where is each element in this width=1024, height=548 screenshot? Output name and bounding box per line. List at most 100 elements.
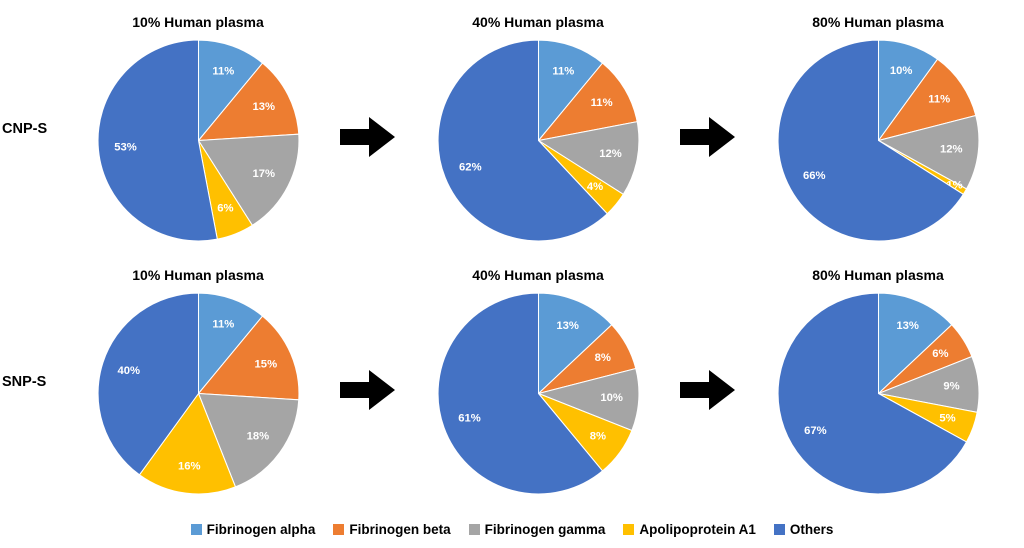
chart-legend: Fibrinogen alpha Fibrinogen beta Fibrinoge…	[0, 510, 1024, 548]
chart-title: 10% Human plasma	[132, 267, 264, 283]
legend-item-others: Others	[773, 521, 834, 537]
arrow	[332, 369, 404, 411]
legend-item-fibrinogen-alpha: Fibrinogen alpha	[190, 521, 316, 537]
pie-slice-fibrinogen-alpha	[197, 39, 263, 142]
pie-slice-label: 10%	[600, 392, 623, 404]
pie-slice-fibrinogen-gamma	[197, 392, 299, 488]
pie-slice-fibrinogen-beta	[196, 62, 299, 142]
pie-slice-label: 15%	[254, 358, 277, 370]
legend-swatch	[190, 523, 202, 535]
pie-slice-label: 12%	[939, 144, 962, 156]
pie-chart-cell: 80% Human plasma 10% 11% 12% 1% 66%	[744, 14, 1012, 243]
chart-title: 80% Human plasma	[812, 267, 944, 283]
arrow-shape	[340, 116, 395, 157]
pie-chart-cell: 80% Human plasma 13% 6% 9% 5% 67%	[744, 267, 1012, 496]
chart-title: 10% Human plasma	[132, 14, 264, 30]
pie-chart-cell: 40% Human plasma 11% 11% 12% 4% 62%	[404, 14, 672, 243]
pie-slice-label: 11%	[212, 319, 234, 331]
legend-swatch	[333, 523, 345, 535]
chart-row-cnp-s: CNP-S 10% Human plasma 11% 13% 17% 6% 53% 40% H…	[0, 2, 1024, 255]
pie-slice-label: 67%	[804, 425, 827, 437]
arrow	[672, 116, 744, 158]
pie-slice-fibrinogen-alpha	[537, 292, 612, 395]
arrow-right-icon	[340, 116, 395, 157]
arrow-right-icon	[340, 369, 395, 410]
legend-label: Others	[789, 521, 834, 537]
legend-swatch	[623, 523, 635, 535]
pie-chart-cell: 10% Human plasma 11% 13% 17% 6% 53%	[64, 14, 332, 243]
pie-slice-others	[437, 292, 603, 495]
chart-title: 40% Human plasma	[472, 267, 604, 283]
pie-slice-label: 13%	[252, 101, 275, 113]
pie-slice-label: 6%	[217, 203, 233, 215]
pie-chart-cell: 10% Human plasma 11% 15% 18% 16% 40%	[64, 267, 332, 496]
legend-swatch	[468, 523, 480, 535]
pie-slice-label: 11%	[212, 66, 234, 78]
arrow-shape	[680, 116, 735, 157]
pie: 13% 8% 10% 8% 61%	[437, 292, 639, 495]
row-label: CNP-S	[2, 120, 48, 137]
pie-slice-label: 62%	[459, 161, 482, 173]
pie-slice-fibrinogen-beta	[196, 315, 299, 401]
pie-slice-fibrinogen-gamma	[536, 121, 639, 196]
pie-slice-label: 13%	[896, 320, 919, 332]
pie-slice-others	[97, 292, 199, 476]
pie-slice-label: 40%	[117, 365, 140, 377]
pie-slice-fibrinogen-beta	[536, 62, 638, 142]
pie-slice-fibrinogen-gamma	[197, 133, 299, 227]
legend-item-fibrinogen-beta: Fibrinogen beta	[333, 521, 451, 537]
chart-title: 80% Human plasma	[812, 14, 944, 30]
arrow-shape	[340, 369, 395, 410]
pie: 13% 6% 9% 5% 67%	[777, 292, 979, 495]
legend-item-apolipoprotein-a1: Apolipoprotein A1	[623, 522, 756, 537]
arrow-right-icon	[680, 116, 735, 157]
pie-slice-apolipoprotein-a1	[138, 392, 236, 495]
pie-slice-label: 6%	[932, 348, 948, 360]
pie-slice-label: 66%	[802, 170, 825, 182]
pie-slice-label: 9%	[943, 381, 959, 393]
pie-slice-label: 13%	[556, 320, 579, 332]
pie-slice-fibrinogen-gamma	[876, 114, 979, 190]
pie-slice-label: 53%	[114, 141, 137, 153]
pie-chart-cell: 40% Human plasma 13% 8% 10% 8% 61%	[404, 267, 672, 496]
pie-slice-label: 5%	[939, 412, 955, 424]
pie: 11% 11% 12% 4% 62%	[437, 39, 639, 242]
pie: 11% 15% 18% 16% 40%	[97, 292, 299, 495]
pie-slice-label: 18%	[246, 431, 269, 443]
pie-slice-fibrinogen-beta	[876, 58, 976, 142]
pie-slice-label: 8%	[594, 352, 610, 364]
pie: 11% 13% 17% 6% 53%	[97, 39, 299, 242]
pie-slice-others	[97, 39, 218, 242]
pie-slice-label: 11%	[552, 66, 574, 78]
pie-slice-label: 8%	[589, 431, 605, 443]
pie-slice-label: 11%	[928, 93, 950, 105]
chart-row-snp-s: SNP-S 10% Human plasma 11% 15% 18% 16% 40% 40% …	[0, 255, 1024, 508]
legend-swatch	[773, 523, 785, 535]
chart-title: 40% Human plasma	[472, 14, 604, 30]
pie-slice-label: 4%	[586, 181, 602, 193]
pie-slice-label: 10%	[889, 65, 912, 77]
pie-slice-label: 17%	[252, 168, 275, 180]
row-label: SNP-S	[2, 373, 47, 390]
legend-label: Apolipoprotein A1	[639, 521, 756, 537]
pie-slice-fibrinogen-alpha	[877, 292, 952, 395]
pie-slice-label: 11%	[590, 97, 612, 109]
pie-slice-fibrinogen-alpha	[537, 39, 603, 142]
pie: 10%11%12%1%66%	[777, 39, 979, 242]
pie-slice-fibrinogen-alpha	[197, 292, 263, 395]
legend-label: Fibrinogen alpha	[206, 521, 316, 537]
arrow-right-icon	[680, 369, 735, 410]
legend-item-fibrinogen-gamma: Fibrinogen gamma	[468, 521, 606, 537]
arrow	[332, 116, 404, 158]
arrow-shape	[680, 369, 735, 410]
legend-label: Fibrinogen gamma	[484, 521, 606, 537]
arrow	[672, 369, 744, 411]
pie-slice-label: 12%	[599, 148, 622, 160]
pie-slice-others	[777, 39, 964, 242]
pie-slice-others	[437, 39, 608, 242]
legend-label: Fibrinogen beta	[349, 521, 451, 537]
pie-slice-others	[777, 292, 967, 495]
pie-slice-label: 16%	[177, 460, 200, 472]
pie-slice-label: 61%	[458, 412, 481, 424]
